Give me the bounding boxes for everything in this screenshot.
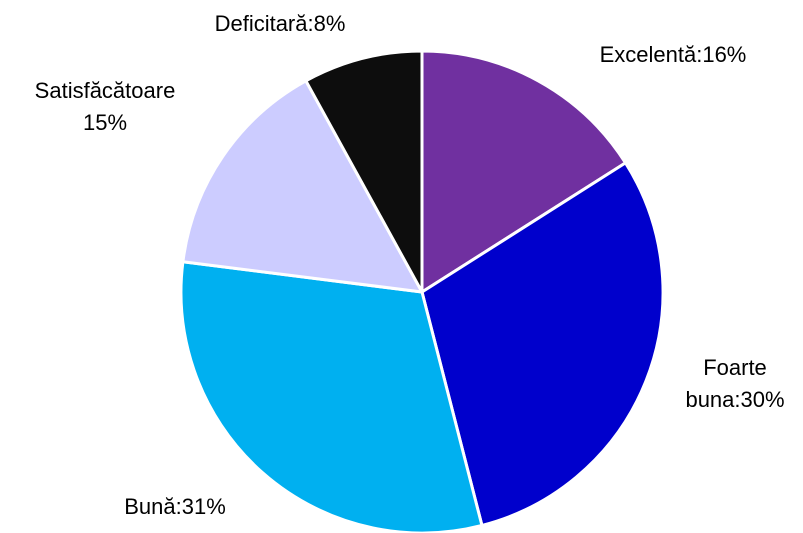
slice-label: Deficitară:8% xyxy=(215,11,346,36)
slice-label: Excelentă:16% xyxy=(600,42,747,67)
pie-slice xyxy=(181,79,424,294)
slice-label-line: Foarte xyxy=(703,355,767,380)
slice-label-line: Bună:31% xyxy=(124,494,226,519)
slice-label: Foarte buna:30% xyxy=(685,355,784,412)
slice-label-line: buna:30% xyxy=(685,387,784,412)
slice-label-line: 15% xyxy=(83,110,127,135)
pie-slice xyxy=(304,49,424,294)
slice-label-line: Deficitară:8% xyxy=(215,11,346,36)
slice-label: Satisfăcătoare 15% xyxy=(35,78,176,135)
slice-label-line: Satisfăcătoare xyxy=(35,78,176,103)
pie-slice xyxy=(420,161,665,527)
pie-slice xyxy=(420,49,627,294)
slice-label: Bună:31% xyxy=(124,494,226,519)
slice-label-line: Excelentă:16% xyxy=(600,42,747,67)
